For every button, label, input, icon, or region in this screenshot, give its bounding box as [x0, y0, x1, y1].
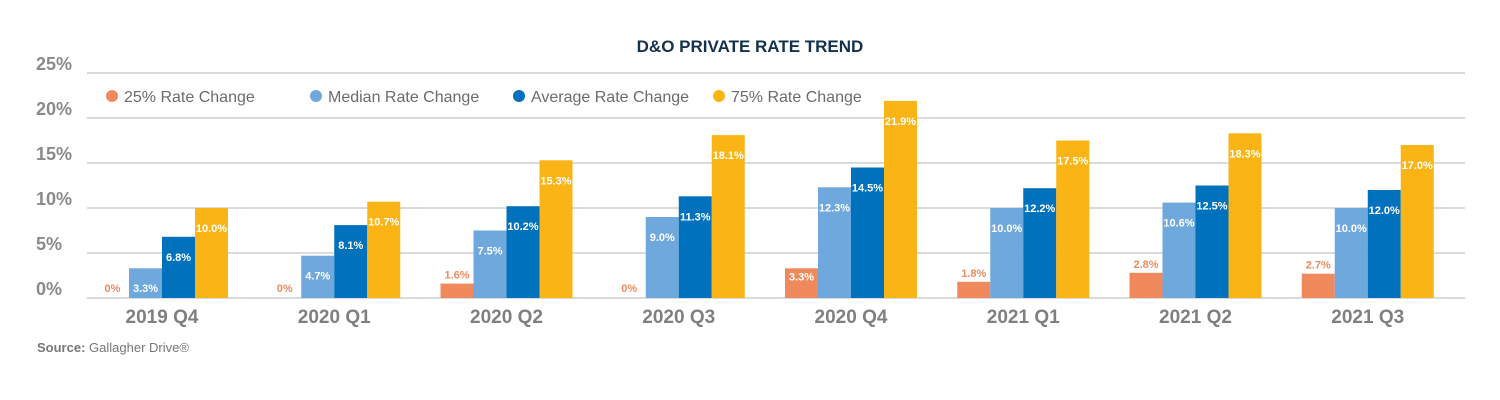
bar-average [1023, 188, 1057, 298]
x-tick-label: 2020 Q2 [470, 307, 543, 328]
data-label: 3.3% [133, 283, 158, 295]
legend-marker-icon [513, 90, 525, 102]
legend-marker-icon [310, 90, 322, 102]
bars [129, 100, 1434, 299]
data-label: 14.5% [852, 183, 883, 195]
source-text: Gallagher Drive® [89, 340, 189, 355]
bar-p25 [440, 283, 474, 298]
bar-median [473, 230, 507, 298]
legend-label: 75% Rate Change [731, 89, 862, 106]
data-label: 8.1% [338, 240, 363, 252]
x-tick-label: 2021 Q2 [1159, 307, 1232, 328]
y-tick-label: 10% [36, 189, 72, 209]
legend-marker-icon [106, 90, 118, 102]
data-label: 7.5% [477, 246, 502, 258]
data-label: 10.0% [1336, 223, 1367, 235]
x-axis: 2019 Q4 2020 Q1 2020 Q2 2020 Q3 2020 Q4 2021 … [126, 307, 1405, 328]
data-label: 1.8% [961, 268, 986, 280]
data-label: 1.6% [444, 270, 469, 282]
bar-p25 [1129, 272, 1163, 298]
data-label: 10.6% [1163, 218, 1194, 230]
bar-average [1367, 190, 1401, 298]
legend-label: Median Rate Change [328, 89, 479, 106]
source-note: Source: Gallagher Drive® [37, 340, 189, 355]
y-tick-label: 5% [36, 234, 62, 254]
data-label: 18.3% [1229, 148, 1260, 160]
data-label: 6.8% [166, 252, 191, 264]
x-tick-label: 2020 Q4 [815, 307, 888, 328]
x-tick-label: 2021 Q1 [987, 307, 1060, 328]
bar-p25 [785, 268, 818, 298]
data-label: 11.3% [680, 211, 711, 223]
data-label: 2.8% [1133, 259, 1158, 271]
y-tick-label: 25% [36, 54, 72, 74]
bar-p75 [195, 208, 228, 298]
data-label: 21.9% [885, 116, 916, 128]
legend-label: Average Rate Change [531, 89, 689, 106]
data-label: 12.5% [1196, 201, 1227, 213]
bar-p75 [539, 160, 573, 298]
legend-marker-icon [713, 90, 725, 102]
y-axis: 0% 5% 10% 15% 20% 25% [36, 54, 72, 299]
data-label: 0% [105, 283, 121, 295]
bar-p25 [957, 281, 991, 298]
bar-median [645, 217, 679, 298]
bar-average [678, 196, 712, 298]
chart-title: D&O PRIVATE RATE TREND [637, 37, 864, 56]
x-tick-label: 2020 Q3 [642, 307, 715, 328]
data-labels: 0% 3.3% 6.8% 10.0% 0% 4.7% 8.1% 10.7% 1.6% 7.5% 10… [105, 116, 1434, 295]
y-tick-label: 20% [36, 99, 72, 119]
bar-p75 [884, 100, 917, 299]
legend-label: 25% Rate Change [124, 89, 255, 106]
bar-median [818, 187, 851, 298]
data-label: 17.5% [1057, 156, 1088, 168]
data-label: 18.1% [713, 150, 744, 162]
data-label: 9.0% [650, 232, 675, 244]
source-label: Source: [37, 340, 86, 355]
data-label: 12.2% [1024, 203, 1055, 215]
bar-average [1195, 185, 1229, 298]
bar-average [334, 225, 368, 298]
data-label: 15.3% [540, 175, 571, 187]
bar-median [129, 268, 162, 298]
data-label: 17.0% [1402, 160, 1433, 172]
bar-p75 [1228, 133, 1262, 298]
data-label: 0% [277, 283, 293, 295]
y-tick-label: 15% [36, 144, 72, 164]
data-label: 10.0% [196, 223, 227, 235]
data-label: 12.3% [819, 202, 850, 214]
data-label: 10.7% [368, 217, 399, 229]
bar-median [990, 208, 1024, 298]
bar-median [301, 255, 335, 298]
bar-p75 [711, 135, 745, 298]
data-label: 10.0% [991, 223, 1022, 235]
bar-average [851, 167, 884, 298]
x-tick-label: 2021 Q3 [1331, 307, 1404, 328]
bar-p25 [1301, 273, 1335, 298]
bar-p75 [367, 201, 401, 298]
bar-median [1334, 208, 1368, 298]
data-label: 12.0% [1369, 205, 1400, 217]
y-tick-label: 0% [36, 279, 62, 299]
x-tick-label: 2019 Q4 [126, 307, 199, 328]
bar-p75 [1056, 140, 1090, 298]
bar-average [506, 206, 540, 298]
bar-average [162, 236, 195, 298]
bar-median [1162, 202, 1196, 298]
data-label: 10.2% [507, 221, 538, 233]
data-label: 4.7% [305, 271, 330, 283]
legend: 25% Rate Change Median Rate Change Average… [106, 89, 862, 106]
data-label: 2.7% [1306, 260, 1331, 272]
data-label: 3.3% [789, 271, 814, 283]
data-label: 0% [621, 283, 637, 295]
bar-p75 [1400, 145, 1434, 298]
x-tick-label: 2020 Q1 [298, 307, 371, 328]
